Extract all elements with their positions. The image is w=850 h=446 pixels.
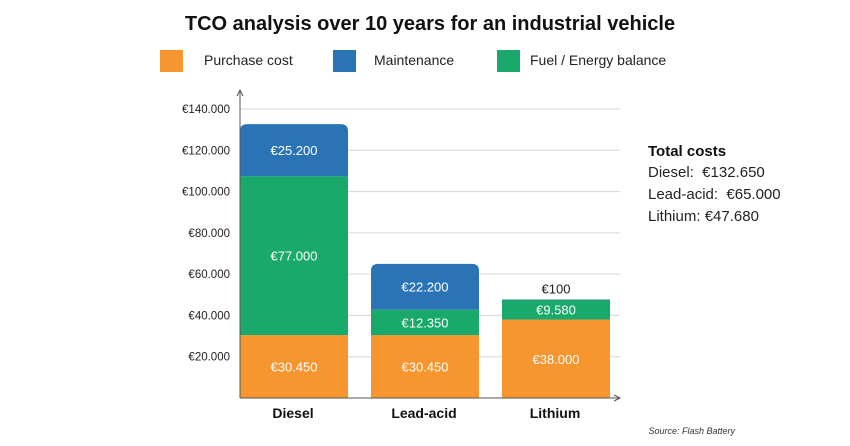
totals-lead-acid: Lead-acid: €65.000 (648, 186, 781, 203)
y-tick-label: €60.000 (188, 269, 230, 281)
bar-segment-maintenance-diesel (240, 124, 348, 177)
x-category-label: Lead-acid (391, 405, 456, 421)
bar-segment-purchase-cost-lead-acid (371, 335, 479, 398)
bar-value-label: €25.200 (271, 143, 318, 158)
bar-value-label: €30.450 (271, 360, 318, 375)
legend-swatch-fuel-energy-balance (497, 50, 520, 72)
bar-segment-fuel-energy-balance-lead-acid (371, 309, 479, 336)
bar-segment-purchase-cost-diesel (240, 335, 348, 398)
y-tick-label: €100.000 (182, 187, 230, 199)
legend-swatch-purchase-cost (160, 50, 183, 72)
y-tick-label: €120.000 (182, 145, 230, 157)
bar-stack-lead-acid: €30.450 €12.350 €22.200 (371, 263, 479, 398)
bar-stack-lithium: €38.000 €9.580 €100 (502, 282, 610, 398)
x-axis-categories: Diesel Lead-acid Lithium (272, 405, 580, 421)
y-axis-arrow (236, 88, 244, 97)
legend-label-purchase-cost: Purchase cost (204, 52, 293, 68)
y-tick-label: €140.000 (182, 104, 230, 116)
bar-segment-maintenance-lead-acid (371, 263, 479, 310)
bar-value-label: €100 (542, 282, 571, 297)
axes (236, 88, 622, 402)
chart-title: TCO analysis over 10 years for an indust… (185, 13, 675, 35)
bar-value-label: €9.580 (536, 303, 576, 318)
legend: Purchase cost Maintenance Fuel / Energy ba… (160, 50, 666, 72)
totals-lithium: Lithium: €47.680 (648, 208, 759, 225)
bar-segment-purchase-cost-lithium (502, 319, 610, 398)
bar-stack-diesel: €30.450 €77.000 €25.200 (240, 124, 348, 398)
legend-label-maintenance: Maintenance (374, 52, 454, 68)
bar-value-label: €77.000 (271, 249, 318, 264)
legend-swatch-maintenance (333, 50, 356, 72)
totals-heading: Total costs (648, 143, 726, 160)
y-tick-label: €80.000 (188, 228, 230, 240)
bar-segment-maintenance-lithium (502, 299, 610, 301)
bar-value-label: €22.200 (402, 280, 449, 295)
y-axis-ticks: €20.000 €40.000 €60.000 €80.000 €100.000 €120… (182, 104, 230, 364)
y-tick-label: €40.000 (188, 310, 230, 322)
totals-box: Total costs Diesel: €132.650 Lead-acid: … (648, 143, 781, 225)
totals-diesel: Diesel: €132.650 (648, 164, 765, 181)
bar-value-label: €30.450 (402, 360, 449, 375)
x-category-label: Lithium (530, 405, 581, 421)
x-axis-arrow (613, 394, 622, 402)
bars: €30.450 €77.000 €25.200 €30.450 €12.350 €22.2… (240, 124, 610, 398)
x-category-label: Diesel (272, 405, 313, 421)
bar-value-label: €38.000 (533, 352, 580, 367)
source-note: Source: Flash Battery (648, 426, 735, 436)
bar-segment-fuel-energy-balance-lithium (502, 299, 610, 320)
bar-value-label: €12.350 (402, 315, 449, 330)
bar-segment-fuel-energy-balance-diesel (240, 176, 348, 336)
y-tick-label: €20.000 (188, 352, 230, 364)
legend-label-fuel-energy-balance: Fuel / Energy balance (530, 52, 666, 68)
